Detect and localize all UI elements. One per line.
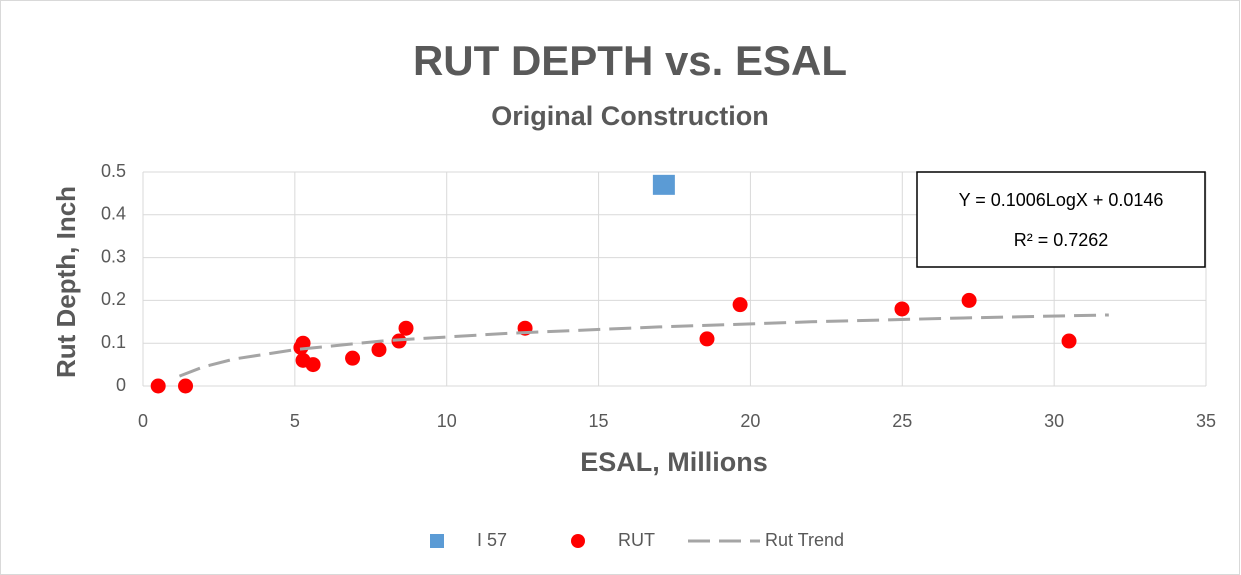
x-tick-label: 30 [1044,411,1064,431]
annotation: R² = 0.7262 [1014,230,1109,250]
y-tick-label: 0.3 [101,246,126,266]
chart-title: RUT DEPTH vs. ESAL [413,37,847,84]
chart-subtitle: Original Construction [491,101,769,131]
x-axis-label: ESAL, Millions [580,447,768,477]
point [894,301,910,317]
point [345,350,361,366]
annotation-box [916,171,1206,268]
x-tick-label: 25 [892,411,912,431]
x-tick-label: 20 [740,411,760,431]
point [1061,333,1077,349]
trend-line [178,313,1109,378]
legend-label: I 57 [477,530,507,550]
y-tick-label: 0.1 [101,332,126,352]
point [178,378,194,394]
legend-label: RUT [618,530,655,550]
point [371,342,387,358]
y-tick-label: 0 [116,375,126,395]
y-tick-label: 0.5 [101,161,126,181]
annotation: Y = 0.1006LogX + 0.0146 [959,190,1164,210]
point [305,357,321,373]
x-tick-label: 35 [1196,411,1216,431]
legend-swatch [571,534,585,548]
legend-label: Rut Trend [765,530,844,550]
point [398,320,414,336]
y-tick-label: 0.4 [101,204,126,224]
legend-swatch [430,534,444,548]
x-tick-label: 15 [589,411,609,431]
point [652,174,675,195]
x-tick-label: 0 [138,411,148,431]
point [293,339,309,355]
point [732,297,748,313]
x-tick-label: 10 [437,411,457,431]
point [961,292,977,308]
y-axis-label: Rut Depth, Inch [51,186,81,378]
point [150,378,166,394]
point [699,331,715,347]
y-tick-label: 0.2 [101,289,126,309]
x-tick-label: 5 [290,411,300,431]
